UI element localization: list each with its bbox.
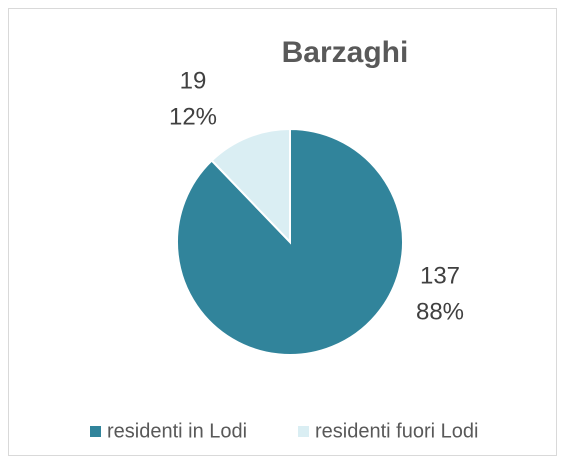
data-label-value: 137 <box>420 262 460 289</box>
legend-swatch <box>298 426 309 437</box>
data-label-percent: 88% <box>416 298 464 325</box>
data-label-percent: 12% <box>169 103 217 130</box>
pie-slice <box>210 127 291 245</box>
legend-label: residenti fuori Lodi <box>315 420 478 442</box>
legend-label: residenti in Lodi <box>107 420 247 442</box>
data-label-value: 19 <box>180 67 207 94</box>
legend-swatch <box>90 426 101 437</box>
chart-title: Barzaghi <box>282 36 409 69</box>
